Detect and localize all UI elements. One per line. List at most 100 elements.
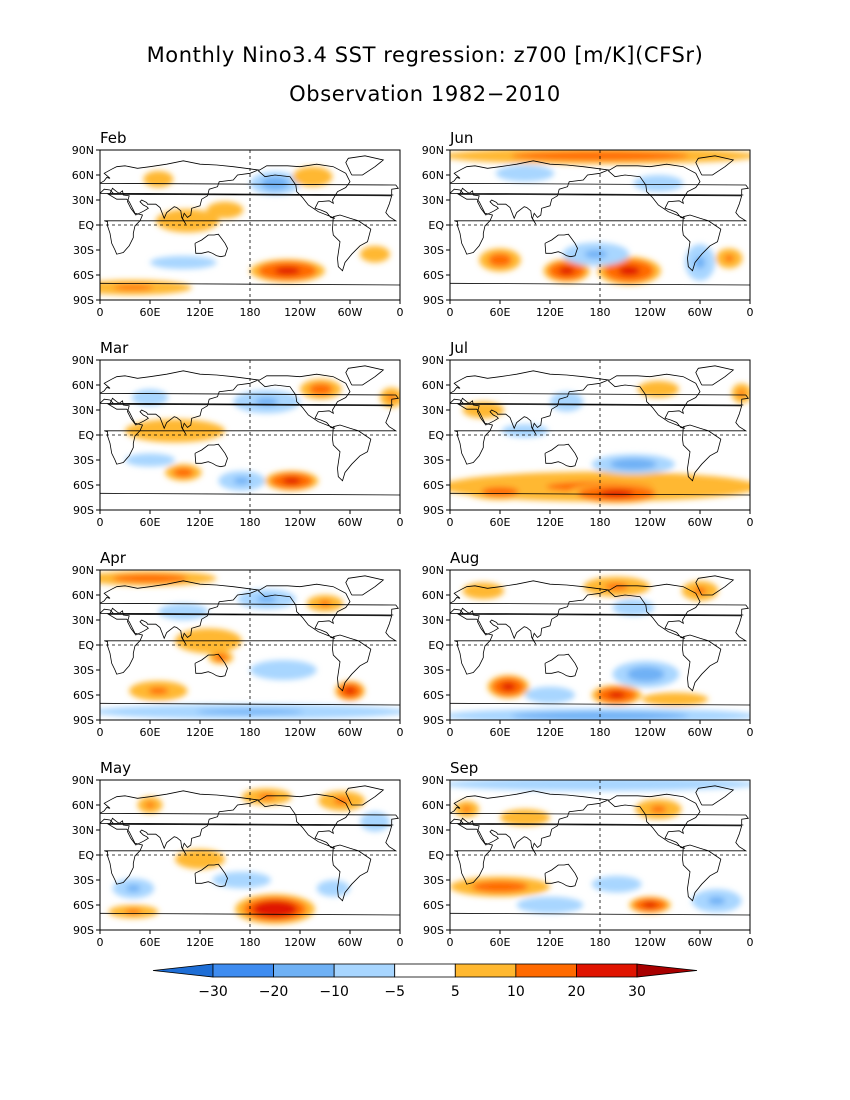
anomaly-feb	[172, 260, 195, 265]
y-tick-label: 90N	[422, 774, 444, 787]
y-tick-label: 30N	[72, 614, 94, 627]
y-tick-label: 60N	[72, 589, 94, 602]
x-tick-label: 0	[97, 726, 104, 739]
y-tick-label: 90S	[73, 294, 94, 307]
y-tick-label: 60S	[73, 689, 94, 702]
y-tick-label: 30S	[423, 874, 444, 887]
y-tick-label: 30S	[73, 664, 94, 677]
coastline	[345, 575, 385, 596]
anomaly-apr	[196, 709, 304, 715]
anomaly-mar	[141, 457, 159, 463]
anomaly-jul	[488, 488, 512, 495]
y-tick-label: 60S	[423, 689, 444, 702]
x-tick-label: 180	[590, 726, 611, 739]
coastline	[695, 785, 735, 806]
colorbar-tick-label: 30	[628, 984, 646, 1000]
x-tick-label: 60E	[140, 516, 161, 529]
coastline	[194, 233, 228, 258]
x-tick-label: 120E	[186, 516, 214, 529]
x-tick-label: 60W	[338, 306, 363, 319]
anomaly-may	[327, 885, 340, 892]
anomaly-mar	[282, 477, 301, 485]
coastline	[100, 580, 400, 645]
anomaly-mar	[233, 477, 250, 485]
anomaly-jun	[618, 266, 640, 276]
x-tick-label: 0	[97, 516, 104, 529]
x-tick-label: 0	[97, 306, 104, 319]
anomaly-feb	[266, 179, 284, 188]
y-tick-label: 30S	[73, 454, 94, 467]
coastline	[332, 844, 372, 902]
x-tick-label: 0	[747, 726, 754, 739]
coastline	[682, 424, 722, 482]
anomaly-may	[191, 855, 209, 863]
coastline	[104, 613, 398, 675]
anomaly-aug	[663, 696, 687, 702]
coastline	[104, 823, 398, 885]
anomaly-apr	[148, 687, 169, 695]
x-tick-label: 120E	[186, 726, 214, 739]
y-tick-label: 60S	[423, 269, 444, 282]
colorbar-swatch	[333, 963, 396, 978]
y-tick-label: 30N	[72, 194, 94, 207]
x-tick-label: 120E	[536, 726, 564, 739]
x-tick-label: 180	[240, 936, 261, 949]
coastline	[450, 580, 750, 645]
anomaly-aug	[476, 588, 491, 594]
x-tick-label: 0	[747, 516, 754, 529]
coastline	[695, 155, 735, 176]
anomaly-apr	[318, 600, 332, 607]
anomaly-feb	[274, 266, 301, 275]
anomaly-aug	[626, 604, 641, 611]
y-tick-label: EQ	[78, 849, 94, 862]
y-tick-label: 90N	[72, 354, 94, 367]
anomaly-sep	[462, 806, 471, 813]
coastline	[345, 155, 385, 176]
coastline	[608, 793, 701, 849]
x-tick-label: 180	[240, 306, 261, 319]
x-tick-label: 0	[447, 516, 454, 529]
coastline	[194, 653, 228, 678]
colorbar-tick-label: −20	[259, 984, 289, 1000]
y-tick-label: 90N	[422, 564, 444, 577]
coastline	[258, 373, 351, 429]
panel-label: Aug	[450, 549, 479, 567]
coastline	[682, 634, 722, 692]
anomaly-jun	[558, 266, 575, 275]
y-tick-label: 60S	[73, 479, 94, 492]
coastline	[608, 583, 701, 639]
anomaly-aug	[501, 682, 516, 691]
anomaly-apr	[256, 595, 277, 603]
x-tick-label: 0	[447, 936, 454, 949]
y-tick-label: EQ	[78, 429, 94, 442]
anomaly-apr	[272, 666, 295, 674]
x-tick-label: 120W	[634, 726, 666, 739]
y-tick-label: 90N	[422, 354, 444, 367]
anomaly-feb	[153, 176, 164, 183]
coastline	[695, 575, 735, 596]
panel-label: Sep	[450, 759, 478, 777]
y-tick-label: EQ	[428, 429, 444, 442]
anomaly-sep	[650, 805, 667, 813]
y-tick-label: 30N	[72, 404, 94, 417]
x-tick-label: 120W	[284, 726, 316, 739]
panel-label: Jun	[449, 129, 473, 147]
colorbar-tick-label: −30	[198, 984, 228, 1000]
coastline	[454, 403, 748, 465]
anomaly-jun	[649, 180, 667, 187]
anomaly-apr	[127, 575, 173, 581]
panel-label: Jul	[449, 339, 468, 357]
x-tick-label: 60W	[688, 306, 713, 319]
y-tick-label: EQ	[428, 639, 444, 652]
y-tick-label: EQ	[428, 219, 444, 232]
colorbar-tick-label: 5	[451, 984, 460, 1000]
coastline	[332, 214, 372, 272]
coastline	[544, 443, 578, 468]
coastline	[450, 790, 750, 855]
x-tick-label: 120W	[634, 936, 666, 949]
